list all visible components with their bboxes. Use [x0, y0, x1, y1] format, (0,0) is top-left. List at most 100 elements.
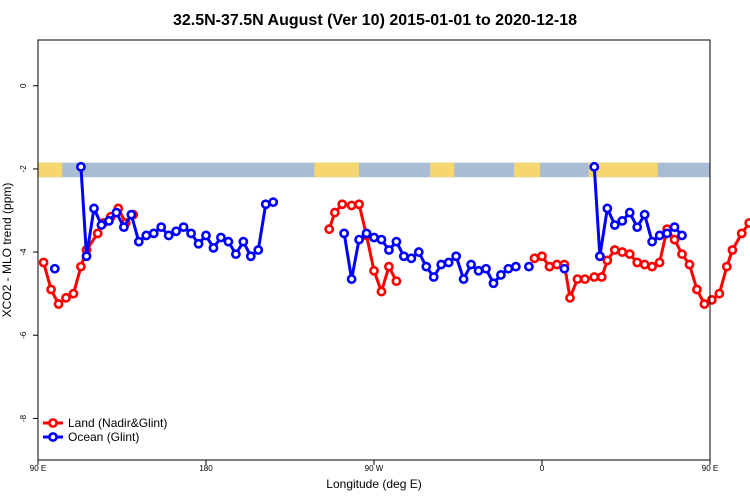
data-point [529, 253, 540, 264]
data-point [148, 228, 159, 239]
data-point [639, 209, 650, 220]
data-point [193, 238, 204, 249]
data-point [406, 253, 417, 264]
data-point [391, 276, 402, 287]
land-band-segment [38, 162, 63, 178]
data-point [589, 161, 600, 172]
series-ocean [49, 161, 687, 289]
data-point [677, 249, 687, 260]
data-point [473, 265, 484, 276]
x-tick-label: 90 W [365, 464, 384, 473]
data-point [61, 292, 71, 303]
data-point [609, 245, 620, 255]
data-point [451, 251, 462, 262]
data-point [329, 207, 340, 218]
legend: Land (Nadir&Glint)Ocean (Glint) [43, 416, 167, 444]
series-layer [38, 161, 750, 309]
data-point [376, 234, 387, 245]
series-land [38, 199, 750, 309]
data-point [178, 222, 189, 233]
data-point [443, 257, 454, 268]
data-point [376, 286, 387, 297]
data-point [53, 299, 64, 309]
y-axis-label: XCO2 - MLO trend (ppm) [0, 183, 14, 318]
data-point [624, 207, 635, 218]
data-point [384, 261, 394, 272]
data-point [208, 243, 219, 253]
data-point [594, 251, 605, 262]
series-line [327, 202, 398, 294]
data-point [727, 245, 738, 255]
data-point [596, 272, 607, 282]
land-band-segment [588, 162, 658, 178]
data-point [699, 299, 710, 309]
x-tick-label: 180 [199, 464, 213, 473]
data-point [632, 257, 643, 268]
legend-swatch-marker [48, 432, 58, 442]
data-point [544, 261, 555, 272]
x-tick-label: 0 [540, 464, 545, 473]
data-point [639, 259, 650, 270]
data-point [428, 272, 439, 282]
data-point [391, 236, 402, 247]
data-point [589, 272, 600, 282]
data-point [68, 288, 79, 299]
data-point [624, 249, 635, 260]
y-axis: 0 -2 -4 -6 -8 [19, 83, 38, 422]
legend-swatch-marker [48, 418, 58, 428]
data-point [458, 274, 469, 285]
data-point [632, 222, 643, 233]
data-point [684, 259, 695, 270]
land-ocean-band [38, 162, 710, 178]
data-point [171, 226, 182, 237]
data-point [384, 245, 394, 255]
data-point [46, 284, 56, 295]
data-point [662, 228, 672, 239]
data-point [466, 259, 476, 270]
data-point [324, 224, 335, 235]
data-point [361, 228, 372, 239]
data-point [436, 259, 447, 270]
data-point [230, 249, 241, 260]
legend-item: Land (Nadir&Glint) [43, 416, 167, 430]
legend-label: Land (Nadir&Glint) [68, 416, 167, 430]
data-point [346, 274, 357, 285]
legend-label: Ocean (Glint) [68, 430, 139, 444]
plot-frame [37, 39, 711, 461]
data-point [398, 251, 409, 262]
land-band-segment [430, 162, 455, 178]
data-point [337, 199, 348, 210]
data-point [537, 251, 547, 262]
data-point [369, 265, 379, 276]
y-tick-label: -4 [19, 248, 28, 256]
data-point [339, 228, 350, 239]
data-point [76, 161, 86, 172]
data-point [186, 228, 196, 239]
data-point [559, 263, 570, 274]
y-tick-label: 0 [19, 83, 28, 88]
data-point [354, 234, 364, 245]
data-point [706, 295, 717, 305]
y-tick-label: -6 [19, 331, 28, 339]
data-point [111, 207, 122, 218]
data-point [503, 263, 514, 274]
data-point [488, 278, 499, 289]
data-point [744, 218, 750, 228]
x-tick-label: 90 E [30, 464, 46, 473]
data-point [654, 257, 665, 268]
data-point [156, 222, 167, 233]
data-point [354, 199, 364, 210]
data-point [201, 230, 211, 241]
data-point [92, 228, 103, 239]
land-band-segment [514, 162, 541, 178]
data-point [253, 245, 264, 255]
data-point [104, 215, 114, 226]
data-point [369, 232, 379, 243]
data-point [721, 261, 732, 272]
data-point [647, 236, 658, 247]
data-point [736, 228, 747, 239]
chart-title: 32.5N-37.5N August (Ver 10) 2015-01-01 t… [173, 12, 577, 29]
x-axis: 90 E 180 90 W 0 90 E [30, 460, 718, 473]
data-point [421, 261, 432, 272]
